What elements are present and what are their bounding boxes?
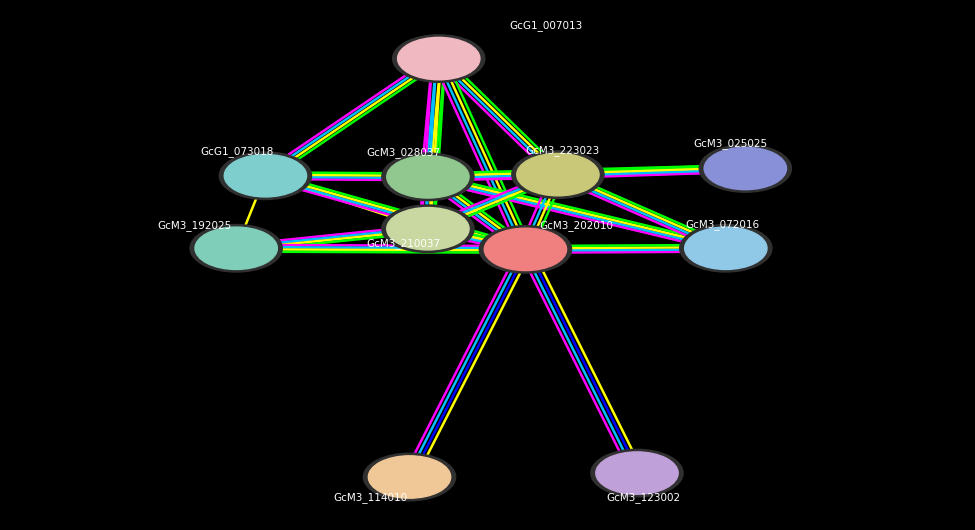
Circle shape <box>512 151 604 198</box>
Circle shape <box>699 145 792 192</box>
Circle shape <box>364 453 455 501</box>
Circle shape <box>398 38 480 80</box>
Circle shape <box>680 225 772 272</box>
Circle shape <box>190 225 283 272</box>
Circle shape <box>219 152 312 199</box>
Text: GcG1_007013: GcG1_007013 <box>509 20 582 31</box>
Circle shape <box>382 205 474 252</box>
Circle shape <box>517 153 599 196</box>
Text: GcM3_202010: GcM3_202010 <box>539 220 613 231</box>
Text: GcM3_072016: GcM3_072016 <box>685 219 760 229</box>
Text: GcM3_025025: GcM3_025025 <box>693 138 767 149</box>
Text: GcG1_073018: GcG1_073018 <box>201 146 274 157</box>
Circle shape <box>195 227 277 269</box>
Text: GcM3_028037: GcM3_028037 <box>367 147 441 158</box>
Text: GcM3_114010: GcM3_114010 <box>333 492 408 503</box>
Circle shape <box>704 147 787 190</box>
Text: GcM3_192025: GcM3_192025 <box>157 220 231 231</box>
Text: GcM3_123002: GcM3_123002 <box>606 492 681 503</box>
Circle shape <box>387 208 469 250</box>
Circle shape <box>224 155 306 197</box>
Text: GcM3_223023: GcM3_223023 <box>526 145 600 156</box>
Circle shape <box>591 449 683 497</box>
Circle shape <box>393 35 485 82</box>
Circle shape <box>596 452 679 494</box>
Circle shape <box>480 226 571 273</box>
Circle shape <box>684 227 767 269</box>
Text: GcM3_210037: GcM3_210037 <box>367 238 441 249</box>
Circle shape <box>387 156 469 198</box>
Circle shape <box>485 228 566 271</box>
Circle shape <box>369 456 450 498</box>
Circle shape <box>382 153 474 200</box>
